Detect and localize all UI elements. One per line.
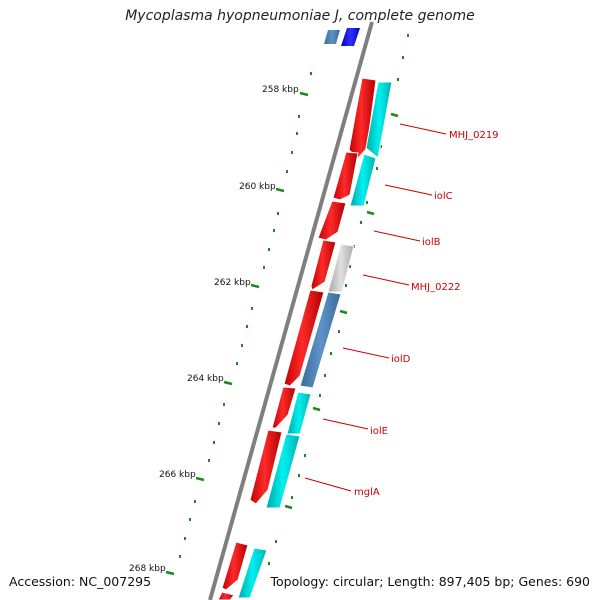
gene-feature-gray — [327, 243, 355, 293]
forward-strand-genes — [217, 77, 377, 600]
axis-label: 264 kbp — [187, 374, 224, 384]
axis-label: 266 kbp — [159, 470, 196, 480]
label-connectors — [304, 123, 447, 492]
gene-label: iolC — [434, 191, 453, 202]
map-title: Mycoplasma hyopneumoniae J, complete gen… — [125, 8, 475, 24]
gene-feature — [271, 386, 297, 429]
reverse-strand-genes — [237, 81, 393, 599]
gene-feature-blue — [341, 28, 360, 46]
gene-label: mglA — [354, 487, 380, 498]
gene-feature — [283, 289, 325, 387]
axis-label: 262 kbp — [214, 278, 251, 288]
axis-label: 258 kbp — [262, 85, 299, 95]
gene-feature — [249, 429, 283, 505]
gene-labels: MHJ_0219 iolC iolB MHJ_0222 iolD iolE mg… — [354, 130, 499, 498]
gene-label: iolE — [370, 426, 388, 437]
gene-feature-steel — [324, 30, 340, 44]
gene-label: MHJ_0222 — [411, 282, 461, 293]
gene-feature-cyan — [237, 547, 268, 599]
gene-feature — [332, 151, 359, 201]
gene-feature — [217, 591, 235, 600]
axis-labels: 258 kbp 260 kbp 262 kbp 264 kbp 266 kbp … — [129, 85, 299, 574]
gene-feature — [348, 77, 377, 159]
gene-feature — [221, 541, 249, 591]
minor-ticks — [284, 112, 399, 510]
gene-label: iolD — [391, 354, 411, 365]
gene-feature-steel — [299, 291, 342, 389]
topology-text: Topology: circular; Length: 897,405 bp; … — [270, 574, 591, 589]
gene-feature — [317, 200, 347, 241]
genome-backbone — [208, 21, 374, 600]
gene-feature-cyan — [349, 153, 377, 207]
gene-label: iolB — [422, 237, 441, 248]
axis-label: 260 kbp — [239, 182, 276, 192]
gene-feature-cyan — [365, 81, 393, 159]
major-ticks — [165, 91, 309, 576]
axis-label: 268 kbp — [129, 564, 166, 574]
gene-feature-cyan — [265, 433, 301, 509]
gene-feature — [310, 239, 337, 291]
gene-feature-cyan — [286, 391, 312, 435]
accession-text: Accession: NC_007295 — [9, 574, 152, 589]
gene-label: MHJ_0219 — [449, 130, 499, 141]
inner-dotted-track — [179, 72, 312, 558]
